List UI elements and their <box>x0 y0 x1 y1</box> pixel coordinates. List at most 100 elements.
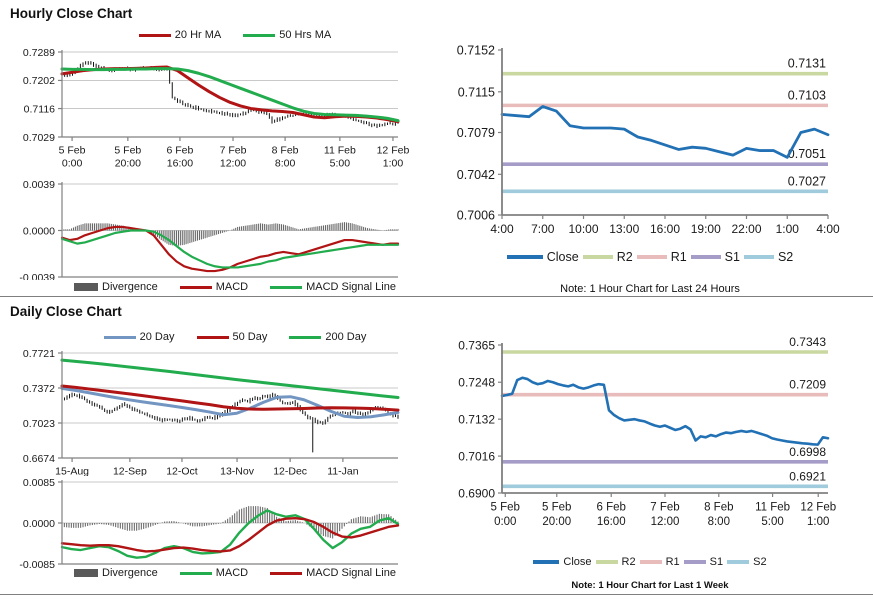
legend-item-macd: MACD <box>179 567 249 579</box>
legend-label: S2 <box>753 556 767 568</box>
svg-text:-0.0085: -0.0085 <box>19 559 55 570</box>
svg-text:0.0000: 0.0000 <box>23 225 55 237</box>
svg-text:0.6674: 0.6674 <box>23 453 55 465</box>
svg-text:22:00: 22:00 <box>731 222 761 236</box>
legend-item-s2: S2 <box>743 250 794 264</box>
legend-item-divergence: Divergence <box>74 281 158 293</box>
svg-text:0.6900: 0.6900 <box>458 486 495 500</box>
legend-label: S2 <box>777 250 794 264</box>
legend-swatch <box>270 571 303 575</box>
legend-item-200-day: 200 Day <box>289 331 366 343</box>
svg-text:0.7202: 0.7202 <box>23 75 55 87</box>
hourly-price-legend: 20 Hr MA 50 Hrs MA <box>62 29 408 41</box>
hourly-macd-chart: 0.0039 0.0000 -0.0039 <box>19 179 400 280</box>
daily-macd-legend: Divergence MACD MACD Signal Line <box>62 567 408 579</box>
legend-swatch <box>179 285 212 289</box>
hourly-levels-chart: 0.7131 0.7103 0.7051 0.7027 0.7152 0.7115 0.70… <box>457 44 840 237</box>
svg-text:0:00: 0:00 <box>494 516 516 528</box>
svg-text:5:00: 5:00 <box>761 516 783 528</box>
legend-item-r1: R1 <box>636 250 687 264</box>
svg-text:8 Feb: 8 Feb <box>704 502 733 514</box>
legend-label: R2 <box>616 250 633 264</box>
daily-levels-chart: 0.7343 0.7209 0.6998 0.6921 0.7365 0.7248 0.71… <box>458 335 836 528</box>
svg-text:12-Dec: 12-Dec <box>273 466 307 477</box>
svg-text:20:00: 20:00 <box>115 158 141 170</box>
svg-text:12-Sep: 12-Sep <box>113 466 147 477</box>
legend-label: MACD Signal Line <box>306 281 396 293</box>
daily-macd-chart: 0.0085 0.0000 -0.0085 <box>19 478 400 570</box>
legend-swatch <box>243 33 276 37</box>
svg-text:16:00: 16:00 <box>167 158 193 170</box>
svg-text:16:00: 16:00 <box>597 516 626 528</box>
legend-label: Divergence <box>102 567 158 579</box>
hourly-section-title: Hourly Close Chart <box>10 6 133 21</box>
daily-levels-legend: Close R2 R1 S1 S2 <box>430 556 870 568</box>
legend-label: MACD <box>215 281 249 293</box>
legend-item-s2: S2 <box>727 556 767 568</box>
legend-swatch <box>289 335 322 339</box>
legend-swatch <box>196 335 229 339</box>
legend-swatch <box>636 255 667 259</box>
legend-label: S1 <box>724 250 740 264</box>
legend-label: Close <box>546 250 579 264</box>
svg-text:0.7365: 0.7365 <box>458 338 495 352</box>
svg-text:5:00: 5:00 <box>330 158 351 170</box>
legend-item-r1: R1 <box>639 556 680 568</box>
svg-text:11 Feb: 11 Feb <box>755 502 790 514</box>
legend-swatch <box>727 560 750 564</box>
svg-text:0.0000: 0.0000 <box>23 518 55 530</box>
legend-swatch <box>179 571 212 575</box>
svg-text:12 Feb: 12 Feb <box>800 502 836 514</box>
legend-swatch <box>533 560 560 564</box>
svg-text:13-Nov: 13-Nov <box>220 466 255 477</box>
legend-label: 200 Day <box>325 331 367 343</box>
svg-text:0.7131: 0.7131 <box>788 57 826 71</box>
svg-text:5 Feb: 5 Feb <box>114 145 141 157</box>
svg-text:-0.0039: -0.0039 <box>19 272 55 280</box>
svg-text:0.7372: 0.7372 <box>23 383 55 395</box>
svg-text:0.7116: 0.7116 <box>24 103 55 115</box>
legend-label: 20 Hr MA <box>174 29 222 41</box>
legend-swatch <box>138 33 171 37</box>
legend-label: MACD <box>215 567 249 579</box>
svg-text:8:00: 8:00 <box>275 158 296 170</box>
svg-text:0.6921: 0.6921 <box>789 469 826 483</box>
svg-text:0.7343: 0.7343 <box>789 335 826 349</box>
legend-swatch <box>595 560 618 564</box>
legend-item-50-hrs-ma: 50 Hrs MA <box>243 29 331 41</box>
svg-text:0.7027: 0.7027 <box>788 174 826 188</box>
svg-text:0.0085: 0.0085 <box>23 478 55 489</box>
svg-text:4:00: 4:00 <box>490 222 514 236</box>
daily-price-legend: 20 Day 50 Day 200 Day <box>62 331 408 343</box>
legend-swatch <box>103 335 136 339</box>
svg-text:0.7103: 0.7103 <box>788 88 826 102</box>
svg-text:1:00: 1:00 <box>383 158 404 170</box>
svg-text:4:00: 4:00 <box>816 222 840 236</box>
svg-text:7:00: 7:00 <box>531 222 555 236</box>
legend-item-macd: MACD <box>179 281 249 293</box>
svg-text:0.7248: 0.7248 <box>458 376 495 390</box>
legend-swatch <box>270 285 303 289</box>
svg-text:16:00: 16:00 <box>650 222 680 236</box>
svg-text:0.7132: 0.7132 <box>458 412 495 426</box>
svg-text:0.6998: 0.6998 <box>789 445 826 459</box>
legend-item-macd-signal-line: MACD Signal Line <box>270 567 396 579</box>
legend-label: R2 <box>621 556 636 568</box>
svg-text:6 Feb: 6 Feb <box>167 145 194 157</box>
legend-swatch <box>690 255 721 259</box>
svg-text:12:00: 12:00 <box>651 516 680 528</box>
legend-label: MACD Signal Line <box>306 567 396 579</box>
svg-text:15-Aug: 15-Aug <box>55 466 89 477</box>
svg-text:0.7029: 0.7029 <box>23 132 55 144</box>
svg-text:8:00: 8:00 <box>708 516 730 528</box>
svg-text:7 Feb: 7 Feb <box>650 502 679 514</box>
svg-text:12-Oct: 12-Oct <box>166 466 198 477</box>
legend-label: R1 <box>665 556 680 568</box>
svg-text:0.0039: 0.0039 <box>23 179 55 191</box>
svg-text:0.7289: 0.7289 <box>23 47 55 59</box>
svg-text:0.7051: 0.7051 <box>788 147 826 161</box>
svg-text:10:00: 10:00 <box>568 222 598 236</box>
legend-item-20-day: 20 Day <box>103 331 175 343</box>
legend-item-s1: S1 <box>683 556 723 568</box>
